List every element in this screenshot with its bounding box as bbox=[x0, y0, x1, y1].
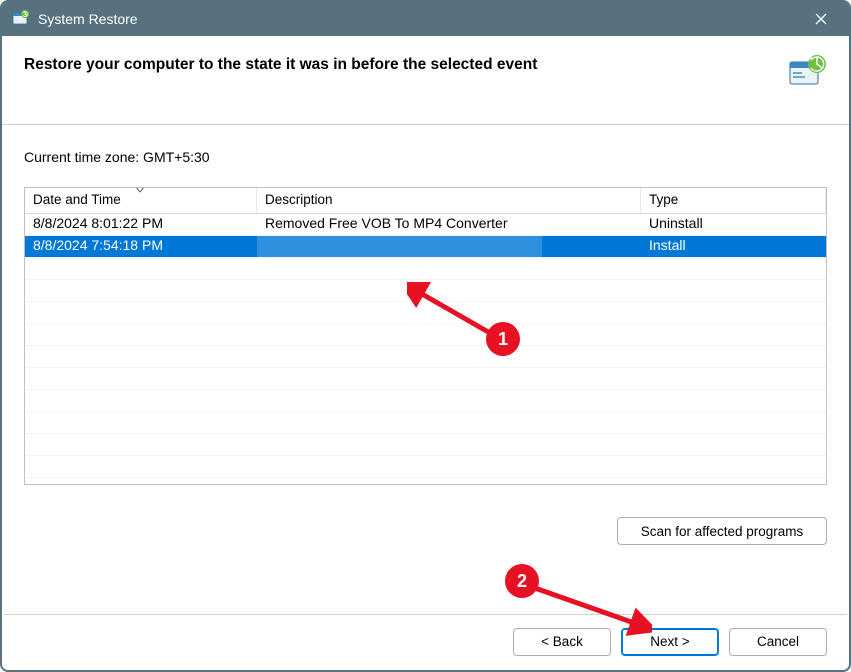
cell-description: Removed Free VOB To MP4 Converter bbox=[257, 214, 641, 235]
table-row-empty bbox=[25, 456, 826, 478]
wizard-footer: < Back Next > Cancel bbox=[4, 614, 847, 668]
table-row-empty bbox=[25, 434, 826, 456]
system-restore-window: System Restore Restore your computer to … bbox=[0, 0, 851, 672]
column-header-datetime[interactable]: Date and Time bbox=[25, 188, 257, 213]
table-row[interactable]: 8/8/2024 8:01:22 PMRemoved Free VOB To M… bbox=[25, 214, 826, 236]
close-icon bbox=[815, 13, 827, 25]
scan-affected-programs-button[interactable]: Scan for affected programs bbox=[617, 517, 827, 545]
window-title: System Restore bbox=[38, 11, 801, 27]
table-row-empty bbox=[25, 390, 826, 412]
cell-description bbox=[257, 236, 641, 257]
page-headline: Restore your computer to the state it wa… bbox=[24, 54, 537, 74]
titlebar: System Restore bbox=[2, 2, 849, 36]
column-header-datetime-label: Date and Time bbox=[33, 192, 121, 207]
scan-row: Scan for affected programs bbox=[24, 517, 827, 545]
sort-descending-icon bbox=[135, 187, 145, 197]
timezone-label: Current time zone: GMT+5:30 bbox=[24, 149, 827, 165]
annotation-marker-1: 1 bbox=[486, 322, 520, 356]
table-row-empty bbox=[25, 412, 826, 434]
annotation-arrow-2 bbox=[522, 577, 652, 637]
cancel-button[interactable]: Cancel bbox=[729, 628, 827, 656]
annotation-marker-2: 2 bbox=[505, 564, 539, 598]
table-row-empty bbox=[25, 258, 826, 280]
cell-datetime: 8/8/2024 7:54:18 PM bbox=[25, 236, 257, 257]
cell-type: Install bbox=[641, 236, 826, 257]
grid-header: Date and Time Description Type bbox=[25, 188, 826, 214]
system-restore-icon bbox=[12, 10, 30, 28]
cell-type: Uninstall bbox=[641, 214, 826, 235]
table-row[interactable]: 8/8/2024 7:54:18 PM Install bbox=[25, 236, 826, 258]
close-button[interactable] bbox=[801, 4, 841, 34]
cell-datetime: 8/8/2024 8:01:22 PM bbox=[25, 214, 257, 235]
wizard-header: Restore your computer to the state it wa… bbox=[2, 36, 849, 125]
column-header-description[interactable]: Description bbox=[257, 188, 641, 213]
column-header-type[interactable]: Type bbox=[641, 188, 826, 213]
restore-hero-icon bbox=[787, 54, 827, 94]
table-row-empty bbox=[25, 368, 826, 390]
